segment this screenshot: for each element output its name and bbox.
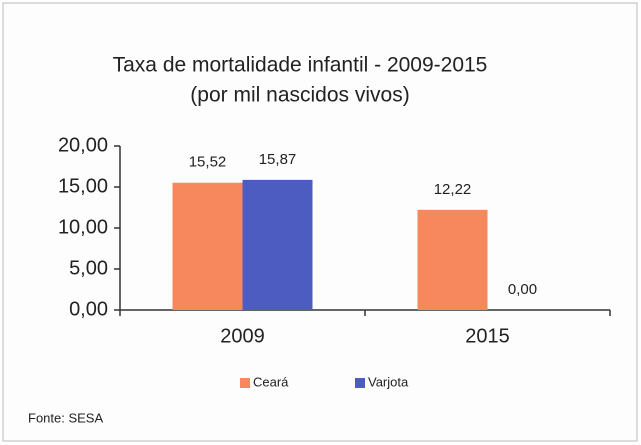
x-tick-label: 2015 [465, 325, 510, 347]
value-label: 12,22 [434, 181, 472, 198]
x-tick-label: 2009 [220, 325, 265, 347]
bar [242, 179, 313, 310]
y-tick-label: 20,00 [58, 134, 108, 156]
y-tick-label: 0,00 [69, 298, 108, 320]
chart-title: Taxa de mortalidade infantil - 2009-2015 [113, 54, 488, 77]
legend-swatch [355, 378, 365, 388]
bar [172, 182, 243, 310]
bar [417, 209, 488, 310]
source: Fonte: SESA [28, 410, 103, 425]
value-label: 15,52 [189, 154, 227, 171]
y-tick-label: 10,00 [58, 216, 108, 238]
y-tick-label: 5,00 [69, 257, 108, 279]
legend-label: Ceará [253, 374, 289, 389]
value-label: 15,87 [259, 151, 297, 168]
legend-swatch [240, 378, 250, 388]
legend-label: Varjota [368, 374, 409, 389]
chart-subtitle: (por mil nascidos vivos) [190, 84, 409, 107]
y-tick-label: 15,00 [58, 175, 108, 197]
value-label: 0,00 [508, 281, 537, 298]
